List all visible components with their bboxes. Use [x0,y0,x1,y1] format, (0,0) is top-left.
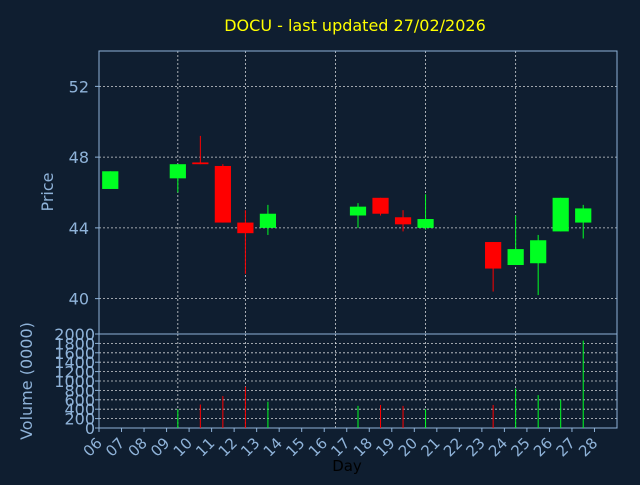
volume-y-tick-label: 2000 [54,325,95,344]
volume-y-tick-label: 1800 [54,334,95,353]
candle-body-13 [259,213,277,228]
x-tick-label-28: 28 [575,434,601,460]
volume-y-tick-label: 0 [85,419,95,438]
volume-y-tick-label: 1600 [54,344,95,363]
candle-body-27 [575,208,592,223]
price-axis-label: Price [38,172,57,211]
candle-body-20 [417,219,434,228]
volume-y-tick-label: 400 [64,400,95,419]
candle-body-12 [237,222,254,234]
volume-axis-label: Volume (0000) [17,322,36,440]
price-y-tick-label: 48 [69,148,89,167]
volume-y-tick-label: 1200 [54,363,95,382]
price-y-tick-label: 52 [69,77,89,96]
candle-body-26 [552,197,569,232]
candle-body-23 [485,242,502,269]
volume-y-tick-label: 1000 [54,372,95,391]
candle-body-19 [394,217,412,225]
volume-y-tick-label: 600 [64,391,95,410]
price-plot-frame [98,50,618,335]
candle-body-18 [372,197,389,214]
candle-body-17 [349,206,367,216]
price-panel: 40 44 48 52 [69,50,618,335]
candle-body-25 [530,240,547,264]
candle-body-09 [169,164,186,179]
candle-body-10 [192,162,209,165]
volume-y-tick-label: 1400 [54,353,95,372]
candle-body-24 [507,249,524,266]
x-axis-label: Day [332,457,362,475]
candle-body-06 [102,171,119,189]
price-y-tick-label: 44 [69,219,89,238]
volume-y-tick-label: 800 [64,381,95,400]
candle-body-11 [214,165,231,223]
chart-title: DOCU - last updated 27/02/2026 [224,16,486,35]
volume-y-tick-label: 200 [64,410,95,429]
volume-panel: 0200400600800100012001400160018002000060… [54,325,618,460]
price-y-tick-label: 40 [69,290,89,309]
